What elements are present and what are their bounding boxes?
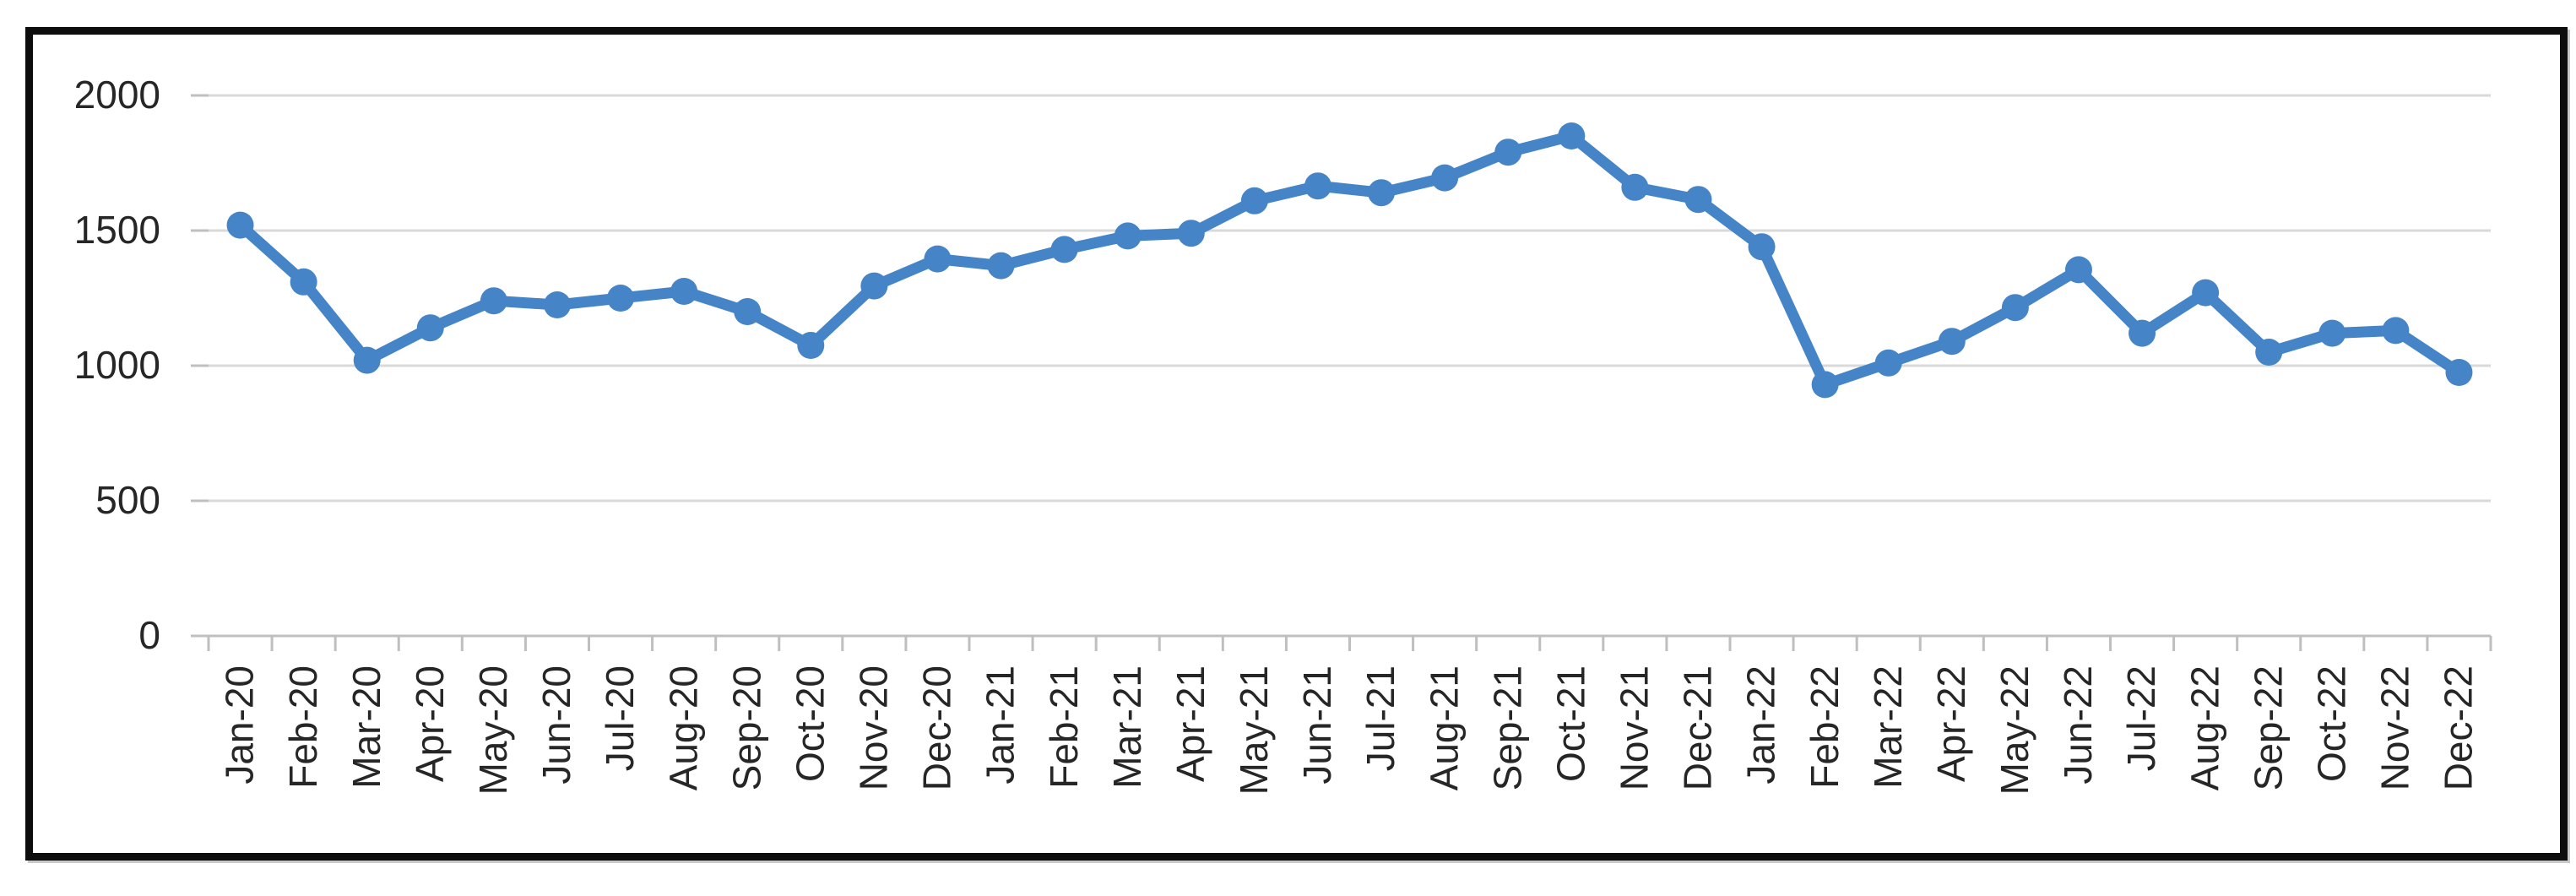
x-axis-label-Feb-21: Feb-21 <box>1042 665 1086 789</box>
data-point-marker-Sep-22 <box>2255 339 2283 366</box>
x-axis-label-Jul-22: Jul-22 <box>2119 665 2163 771</box>
data-point-marker-Mar-20 <box>353 346 381 374</box>
x-axis-label-Feb-20: Feb-20 <box>281 665 325 789</box>
data-point-marker-Apr-20 <box>416 314 444 342</box>
data-point-marker-Oct-20 <box>797 332 825 359</box>
data-point-marker-Jul-22 <box>2129 319 2156 347</box>
y-axis-label-1000: 1000 <box>74 343 160 387</box>
data-point-marker-Oct-22 <box>2318 319 2346 347</box>
x-axis-label-May-20: May-20 <box>471 665 515 795</box>
x-axis-label-Jun-22: Jun-22 <box>2056 665 2100 785</box>
y-axis-label-0: 0 <box>138 613 160 657</box>
x-axis-label-Apr-20: Apr-20 <box>408 665 452 782</box>
data-point-marker-Jan-21 <box>987 252 1015 280</box>
x-axis-label-Aug-20: Aug-20 <box>661 665 705 790</box>
data-point-marker-Mar-22 <box>1874 349 1902 377</box>
x-axis-label-Feb-22: Feb-22 <box>1803 665 1847 789</box>
data-point-marker-Dec-20 <box>924 245 952 273</box>
x-axis-label-Dec-20: Dec-20 <box>915 665 959 790</box>
x-axis-label-Jul-20: Jul-20 <box>598 665 642 771</box>
data-point-marker-May-21 <box>1240 187 1268 214</box>
data-point-marker-Jul-21 <box>1368 179 1396 207</box>
data-point-marker-May-22 <box>2001 294 2029 322</box>
x-axis-label-Dec-21: Dec-21 <box>1676 665 1720 790</box>
data-point-marker-Dec-22 <box>2445 359 2473 386</box>
y-axis-label-500: 500 <box>95 478 160 522</box>
x-axis-label-Sep-20: Sep-20 <box>724 665 768 790</box>
x-axis-label-Oct-22: Oct-22 <box>2309 665 2353 782</box>
x-axis-label-Apr-21: Apr-21 <box>1169 665 1212 782</box>
data-point-marker-Sep-20 <box>734 298 762 325</box>
x-axis-label-Jan-21: Jan-21 <box>979 665 1022 785</box>
y-axis-label-1500: 1500 <box>74 208 160 252</box>
x-axis-label-Jun-20: Jun-20 <box>534 665 578 785</box>
data-point-marker-Jun-20 <box>543 291 571 318</box>
data-point-marker-Jan-22 <box>1748 233 1776 261</box>
x-axis-label-Sep-21: Sep-21 <box>1485 665 1529 790</box>
y-axis-label-2000: 2000 <box>74 73 160 117</box>
x-axis-label-May-21: May-21 <box>1232 665 1276 795</box>
x-axis-label-Apr-22: Apr-22 <box>1929 665 1973 782</box>
data-point-marker-Aug-20 <box>670 278 698 305</box>
data-point-marker-Nov-21 <box>1621 173 1649 201</box>
series-line-series-1 <box>235 130 2465 390</box>
data-point-marker-Jan-20 <box>226 211 254 239</box>
x-axis-label-Nov-20: Nov-20 <box>852 665 896 790</box>
data-point-marker-Jun-22 <box>2064 256 2092 284</box>
data-point-marker-Feb-20 <box>290 268 317 296</box>
data-point-marker-Apr-21 <box>1177 220 1205 247</box>
x-axis-label-Oct-20: Oct-20 <box>788 665 832 782</box>
data-point-marker-Apr-22 <box>1938 328 1966 356</box>
x-axis-label-Jan-22: Jan-22 <box>1739 665 1783 785</box>
x-axis-label-Oct-21: Oct-21 <box>1548 665 1592 782</box>
x-axis-label-Nov-22: Nov-22 <box>2373 665 2417 790</box>
data-point-marker-Nov-22 <box>2382 317 2410 345</box>
data-point-marker-Dec-21 <box>1684 186 1712 214</box>
data-point-marker-Jun-21 <box>1304 172 1331 200</box>
x-axis-label-May-22: May-22 <box>1993 665 2036 795</box>
data-point-marker-Jul-20 <box>607 285 635 312</box>
x-axis-label-Jul-21: Jul-21 <box>1359 665 1402 771</box>
x-axis-label-Jun-21: Jun-21 <box>1295 665 1339 785</box>
data-point-marker-Oct-21 <box>1558 122 1586 149</box>
data-point-marker-Nov-20 <box>860 272 888 300</box>
x-axis-label-Aug-21: Aug-21 <box>1422 665 1466 790</box>
x-axis-label-Mar-21: Mar-21 <box>1105 665 1149 789</box>
data-point-marker-Aug-22 <box>2192 279 2220 307</box>
data-point-marker-Feb-21 <box>1050 236 1078 263</box>
data-point-marker-May-20 <box>480 287 507 315</box>
x-axis-label-Nov-21: Nov-21 <box>1613 665 1657 790</box>
chart-frame[interactable] <box>25 27 2568 861</box>
x-axis-label-Sep-22: Sep-22 <box>2246 665 2290 790</box>
x-axis-label-Mar-20: Mar-20 <box>344 665 388 789</box>
x-axis-label-Mar-22: Mar-22 <box>1866 665 1910 789</box>
x-axis-label-Dec-22: Dec-22 <box>2437 665 2481 790</box>
data-point-marker-Mar-21 <box>1114 222 1142 250</box>
data-point-marker-Sep-21 <box>1494 138 1522 166</box>
x-axis-label-Jan-20: Jan-20 <box>218 665 262 785</box>
data-point-marker-Aug-21 <box>1431 164 1459 192</box>
data-point-marker-Feb-22 <box>1811 371 1839 399</box>
x-axis-label-Aug-22: Aug-22 <box>2183 665 2226 790</box>
